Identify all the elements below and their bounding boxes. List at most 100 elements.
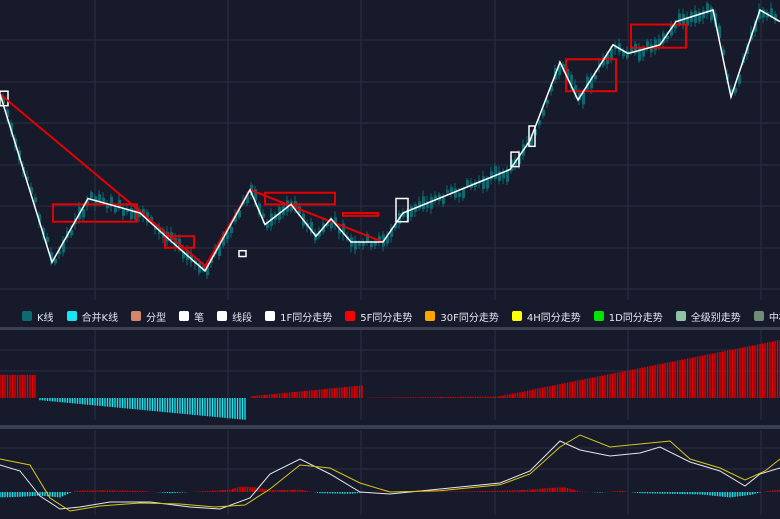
candle [486,178,489,189]
legend-label: K线 [37,312,54,324]
candle [98,194,101,202]
legend-label: 全级别走势 [690,312,741,324]
candle [574,84,577,94]
candle [402,212,405,217]
legend-item[interactable]: 30F同分走势 [425,309,499,324]
candle [506,169,509,182]
legend-item[interactable]: 4H同分走势 [511,309,581,324]
candle [762,9,765,18]
legend-label: 笔 [194,312,205,324]
candle [418,201,421,209]
candle [134,210,137,220]
candle [710,7,713,21]
candle [694,10,697,23]
candle [474,181,477,188]
marker-box [510,151,520,168]
legend-swatch [66,311,77,321]
candle [702,10,705,19]
legend-label: 1F同分走势 [280,312,333,324]
candle [698,12,701,22]
candle [70,229,73,236]
candle [150,216,153,221]
candle [34,197,37,203]
legend-item[interactable]: 1F同分走势 [265,309,332,324]
candle [678,13,681,25]
legend-swatch [265,311,276,321]
candle [654,39,657,51]
candle [206,262,209,276]
panel-separator [0,425,780,429]
candle [246,194,249,204]
candle [86,200,89,206]
candle [662,33,665,44]
candle [706,3,709,14]
candle [494,166,497,179]
candle [466,180,469,186]
legend-item[interactable]: 全级别走势 [675,309,741,324]
candle [502,171,505,179]
candle [42,228,45,235]
legend-swatch [425,311,436,321]
candle [130,207,133,219]
candle [482,176,485,189]
candle [234,214,237,222]
candle [122,207,125,216]
candle [102,197,105,202]
candle [142,208,145,217]
candle [730,89,733,95]
legend: K线 合并K线 分型 笔 线段 1F同分走势 5F同分走势 30F同分走势 4H同分走势 1D同分… [22,308,780,324]
legend-item[interactable]: 中枢 [753,309,780,324]
candle [378,236,381,243]
legend-swatch [345,311,356,321]
legend-item[interactable]: 线段 [217,309,252,324]
candle [222,233,225,246]
candle [374,241,377,246]
candle [530,137,533,145]
legend-label: 1D同分走势 [608,312,663,324]
candle [230,226,233,234]
candle [630,46,633,52]
candle [410,206,413,217]
candle [734,87,737,93]
marker-box [528,125,536,148]
legend-item[interactable]: 1D同分走势 [593,309,663,324]
legend-item[interactable]: 分型 [131,309,166,324]
candle [202,265,205,271]
candle [370,243,373,247]
candle [462,188,465,199]
candle [550,85,553,92]
candle [674,24,677,29]
candle [618,43,621,52]
legend-item[interactable]: 合并K线 [66,309,118,324]
candle [54,259,57,264]
candle [746,46,749,54]
legend-swatch [511,311,522,321]
zhongshu-box [52,203,138,223]
candle [226,231,229,240]
candle [46,236,49,243]
legend-swatch [179,311,190,321]
candle [182,250,185,259]
candle [266,222,269,228]
candle [334,217,337,225]
candle [770,8,773,17]
marker-box [395,197,409,223]
candle [758,9,761,19]
candle [454,188,457,198]
candle [458,192,461,198]
candle [330,218,333,229]
bi-line [0,8,780,273]
legend-swatch [131,311,142,321]
candle [538,120,541,125]
candle [446,189,449,193]
legend-item[interactable]: 笔 [179,309,204,324]
legend-item[interactable]: K线 [22,309,54,324]
legend-item[interactable]: 5F同分走势 [345,309,412,324]
candle [198,263,201,273]
candle [50,252,53,262]
candle [358,242,361,246]
candle [38,214,41,223]
panel-separator [0,327,780,330]
candle [110,196,113,207]
candle [2,96,5,104]
